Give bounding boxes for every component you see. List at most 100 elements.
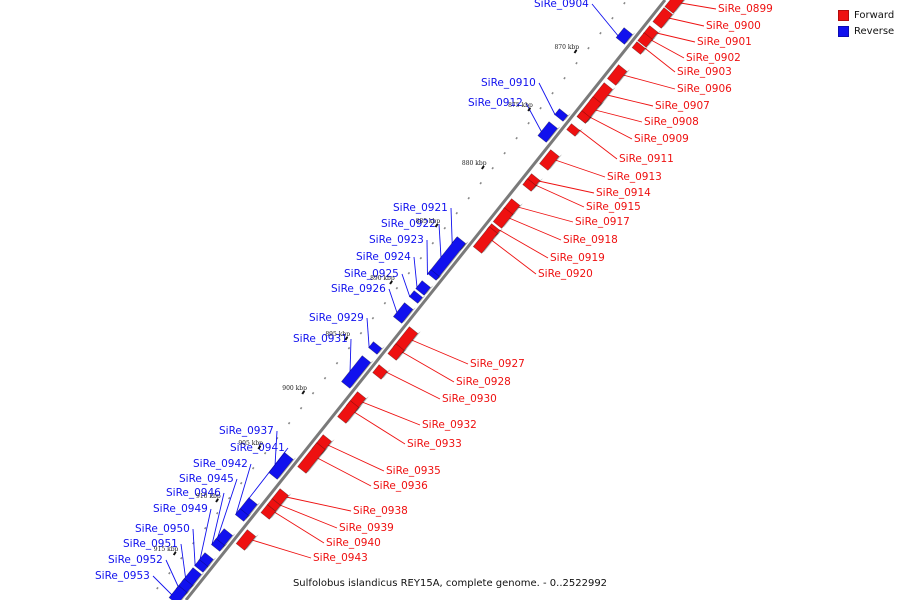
gene-block-shade: [646, 37, 656, 48]
gene-block-sire_0902: [637, 32, 653, 48]
gene-block-shade: [460, 242, 468, 251]
gene-label-sire_0949: SiRe_0949: [153, 503, 208, 515]
gene-block-sire_0906: [606, 64, 628, 86]
gene-leaders: [152, 2, 717, 596]
ruler-major-tick: [573, 49, 578, 54]
gene-block-sire_0903: [631, 41, 646, 55]
gene-label-sire_0900: SiRe_0900: [706, 20, 761, 32]
gene-block-sire_0912: [537, 121, 558, 143]
ruler-tick: [419, 256, 423, 260]
gene-label-sire_0918: SiRe_0918: [563, 234, 618, 246]
gene-block-shade: [585, 115, 594, 124]
gene-label-sire_0899: SiRe_0899: [718, 3, 773, 15]
gene-block-sire_0931: [341, 355, 372, 389]
ruler-major-tick: [172, 551, 177, 556]
ruler-tick: [239, 481, 243, 485]
gene-leader: [211, 492, 225, 546]
gene-label-sire_0917: SiRe_0917: [575, 216, 630, 228]
gene-leader: [538, 82, 556, 116]
gene-label-sire_0927: SiRe_0927: [470, 358, 525, 370]
ruler-label: 875 kbp: [508, 102, 533, 109]
ruler-tick: [204, 526, 207, 530]
gene-label-sire_0912: SiRe_0912: [468, 97, 523, 109]
gene-block-shade: [651, 30, 662, 41]
gene-label-sire_0919: SiRe_0919: [550, 252, 605, 264]
ruler-label: 895 kbp: [325, 331, 350, 338]
gene-block-shade: [243, 513, 252, 522]
ruler-tick: [479, 181, 482, 185]
gene-leader: [361, 401, 421, 426]
gene-block-sire_0901: [642, 25, 659, 41]
gene-leader: [499, 229, 549, 259]
gene-leader: [650, 39, 685, 59]
gene-leader: [286, 496, 352, 512]
ruler-tick: [383, 301, 387, 305]
kbp-labels: 870 kbp 875 kbp 880 kbp 885 kbp 890 kbp 895 k…: [154, 44, 579, 556]
gene-leader: [385, 371, 441, 400]
gene-block-shade: [417, 295, 426, 304]
ruler-tick: [347, 346, 351, 350]
ruler-tick: [467, 196, 470, 200]
gene-label-sire_0909: SiRe_0909: [634, 133, 689, 145]
ruler-tick: [359, 331, 363, 335]
gene-leader: [274, 430, 278, 467]
ruler-tick: [311, 391, 315, 395]
gene-label-sire_0942: SiRe_0942: [193, 458, 248, 470]
legend: Forward Reverse: [838, 8, 898, 40]
ruler-tick: [156, 586, 159, 590]
gene-label-sire_0906: SiRe_0906: [677, 83, 732, 95]
gene-leader: [401, 351, 455, 383]
gene-block-sire_0923: [427, 269, 440, 281]
ruler-major-tick: [344, 336, 349, 341]
ruler-major-tick: [301, 390, 306, 395]
ruler-tick: [443, 226, 447, 230]
gene-block-shade: [495, 228, 503, 237]
gene-block-shade: [481, 231, 501, 254]
gene-leader: [517, 206, 574, 223]
gene-block-sire_0924: [415, 280, 431, 296]
ruler-tick: [539, 106, 542, 110]
gene-leader: [165, 559, 179, 588]
ruler-tick: [611, 16, 614, 20]
gene-label-sire_0926: SiRe_0926: [331, 283, 386, 295]
gene-block-sire_0899: [664, 0, 685, 14]
ruler-label: 890 kbp: [370, 275, 395, 282]
gene-label-sire_0938: SiRe_0938: [353, 505, 408, 517]
map-caption: Sulfolobus islandicus REY15A, complete g…: [292, 578, 608, 589]
gene-block-shade: [533, 178, 543, 189]
ruler-tick: [216, 511, 219, 515]
gene-block-sire_0910: [554, 108, 569, 122]
ruler-tick: [563, 76, 566, 80]
gene-leader: [668, 17, 705, 27]
ruler-tick: [623, 1, 626, 5]
ruler-major-tick: [389, 280, 393, 285]
gene-block-sire_0950: [194, 559, 209, 573]
gene-block-sire_0929: [368, 341, 383, 355]
gene-block-sire_0909: [576, 110, 591, 124]
gene-leader: [180, 543, 187, 579]
gene-block-sire_0943: [235, 529, 257, 551]
gene-block-shade: [531, 183, 539, 192]
gene-leader: [411, 339, 469, 365]
ruler-major-tick: [215, 498, 219, 503]
gene-label-sire_0911: SiRe_0911: [619, 153, 674, 165]
gene-leader: [251, 539, 312, 559]
gene-label-sire_0902: SiRe_0902: [686, 52, 741, 64]
gene-label-sire_0922: SiRe_0922: [381, 218, 436, 230]
gene-block-shade: [436, 241, 469, 280]
gene-block-shade: [206, 557, 217, 568]
gene-label-sire_0904: SiRe_0904: [534, 0, 589, 10]
legend-forward-label: Forward: [854, 10, 895, 21]
gene-leader: [413, 256, 418, 289]
gene-leader: [450, 207, 453, 245]
ruler-tick: [587, 46, 590, 50]
gene-leader: [152, 575, 173, 596]
ruler-tick: [431, 241, 435, 245]
gene-label-sire_0910: SiRe_0910: [481, 77, 536, 89]
ruler-label: 905 kbp: [238, 440, 263, 447]
gene-leader: [274, 511, 325, 544]
gene-leader: [491, 239, 537, 275]
ruler-tick: [395, 286, 399, 290]
gene-block-shade: [190, 572, 205, 589]
